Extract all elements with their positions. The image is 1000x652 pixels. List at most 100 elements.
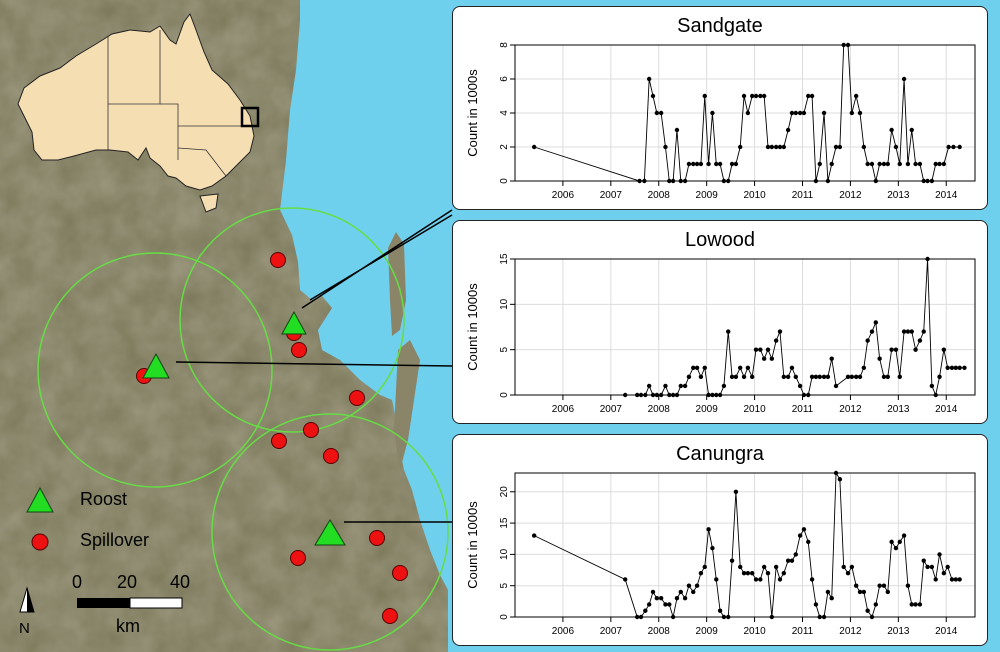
data-point bbox=[721, 383, 727, 389]
data-point bbox=[917, 161, 923, 167]
data-point bbox=[654, 110, 660, 116]
data-point bbox=[921, 178, 926, 184]
scale-bar-white bbox=[129, 597, 183, 609]
data-point bbox=[714, 161, 719, 167]
data-point bbox=[957, 144, 962, 150]
data-point bbox=[833, 144, 839, 150]
data-point bbox=[650, 93, 656, 99]
data-point bbox=[941, 161, 947, 167]
data-point bbox=[698, 374, 704, 380]
data-point bbox=[797, 533, 803, 538]
data-point bbox=[905, 161, 911, 167]
data-point bbox=[682, 596, 688, 601]
data-point bbox=[623, 392, 628, 398]
moreton-island bbox=[388, 232, 406, 336]
data-point bbox=[777, 577, 783, 582]
y-tick-label: 8 bbox=[499, 42, 510, 48]
x-tick-label: 2012 bbox=[839, 626, 862, 637]
data-point bbox=[753, 577, 759, 582]
australia-inset bbox=[17, 12, 260, 213]
data-point bbox=[691, 161, 696, 167]
data-point bbox=[849, 110, 855, 116]
data-point bbox=[845, 374, 851, 380]
data-point bbox=[773, 144, 779, 150]
x-tick-label: 2014 bbox=[935, 404, 958, 415]
data-point bbox=[667, 178, 672, 184]
x-tick-label: 2009 bbox=[696, 190, 719, 201]
data-point bbox=[901, 533, 907, 538]
sandgate-chart: 2006 2007 2008 2009 2010 2011 2012 2013 2014 0 2 4 6… bbox=[465, 42, 976, 201]
data-point bbox=[933, 161, 938, 167]
y-tick-label: 6 bbox=[499, 76, 510, 82]
data-point bbox=[853, 93, 859, 99]
data-point bbox=[837, 477, 843, 482]
data-point bbox=[946, 144, 951, 150]
data-point bbox=[913, 347, 918, 352]
data-point bbox=[889, 347, 894, 352]
data-point bbox=[667, 392, 672, 398]
y-tick-label: 5 bbox=[499, 346, 510, 352]
data-point bbox=[658, 110, 664, 116]
data-point bbox=[941, 570, 947, 576]
data-point bbox=[642, 178, 647, 184]
sandgate-pointer bbox=[301, 209, 453, 309]
data-point bbox=[682, 383, 688, 389]
data-point bbox=[729, 374, 735, 380]
canungra-panel: Canungra 2006 2007 2008 2009 2010 2011 2012 201… bbox=[452, 434, 988, 646]
data-point bbox=[714, 392, 719, 398]
data-point bbox=[741, 374, 747, 380]
data-point bbox=[809, 93, 815, 99]
spillover-point bbox=[382, 608, 398, 624]
x-tick-label: 2009 bbox=[696, 404, 719, 415]
x-tick-label: 2009 bbox=[696, 626, 719, 637]
data-point bbox=[682, 178, 688, 184]
data-point bbox=[821, 374, 827, 380]
spillover-point bbox=[291, 342, 307, 358]
data-point bbox=[758, 347, 763, 352]
data-point bbox=[813, 178, 819, 184]
data-point bbox=[873, 602, 879, 607]
data-point bbox=[821, 614, 827, 620]
data-point bbox=[873, 320, 879, 325]
series-line bbox=[533, 471, 960, 619]
data-point bbox=[937, 374, 942, 380]
lowood-panel: Lowood 2006 2007 2008 2009 2010 2011 2012 2013 2… bbox=[452, 220, 988, 424]
data-point bbox=[663, 383, 668, 389]
data-point bbox=[885, 161, 890, 167]
data-point bbox=[857, 110, 863, 116]
data-point bbox=[873, 178, 879, 184]
data-point bbox=[638, 392, 644, 398]
data-point bbox=[721, 614, 727, 620]
data-point bbox=[785, 374, 791, 380]
lowood-roost bbox=[142, 352, 170, 379]
data-point bbox=[937, 552, 942, 557]
plot-frame bbox=[514, 258, 976, 396]
data-point bbox=[951, 144, 956, 150]
data-point bbox=[663, 144, 668, 150]
data-point bbox=[623, 577, 628, 582]
data-point bbox=[881, 583, 887, 588]
data-point bbox=[801, 527, 807, 532]
data-point bbox=[909, 127, 914, 133]
data-point bbox=[809, 577, 815, 582]
data-point bbox=[793, 374, 798, 380]
data-point bbox=[949, 577, 955, 582]
data-point bbox=[706, 161, 711, 167]
roost-points bbox=[142, 310, 346, 546]
data-point bbox=[646, 383, 652, 389]
data-point bbox=[691, 365, 696, 370]
pointer-lines bbox=[175, 209, 453, 523]
x-tick-label: 2007 bbox=[600, 626, 623, 637]
y-tick-label: 0 bbox=[499, 614, 510, 620]
data-point bbox=[694, 583, 700, 588]
y-tick-label: 15 bbox=[499, 253, 510, 265]
data-point bbox=[698, 570, 704, 576]
data-point bbox=[789, 558, 795, 563]
lowood-buffer-ring bbox=[37, 252, 273, 488]
y-tick-label: 5 bbox=[499, 582, 510, 588]
y-tick-label: 4 bbox=[499, 110, 510, 116]
data-point bbox=[829, 596, 834, 601]
data-point bbox=[897, 374, 902, 380]
data-point bbox=[738, 144, 743, 150]
data-point bbox=[945, 365, 950, 370]
